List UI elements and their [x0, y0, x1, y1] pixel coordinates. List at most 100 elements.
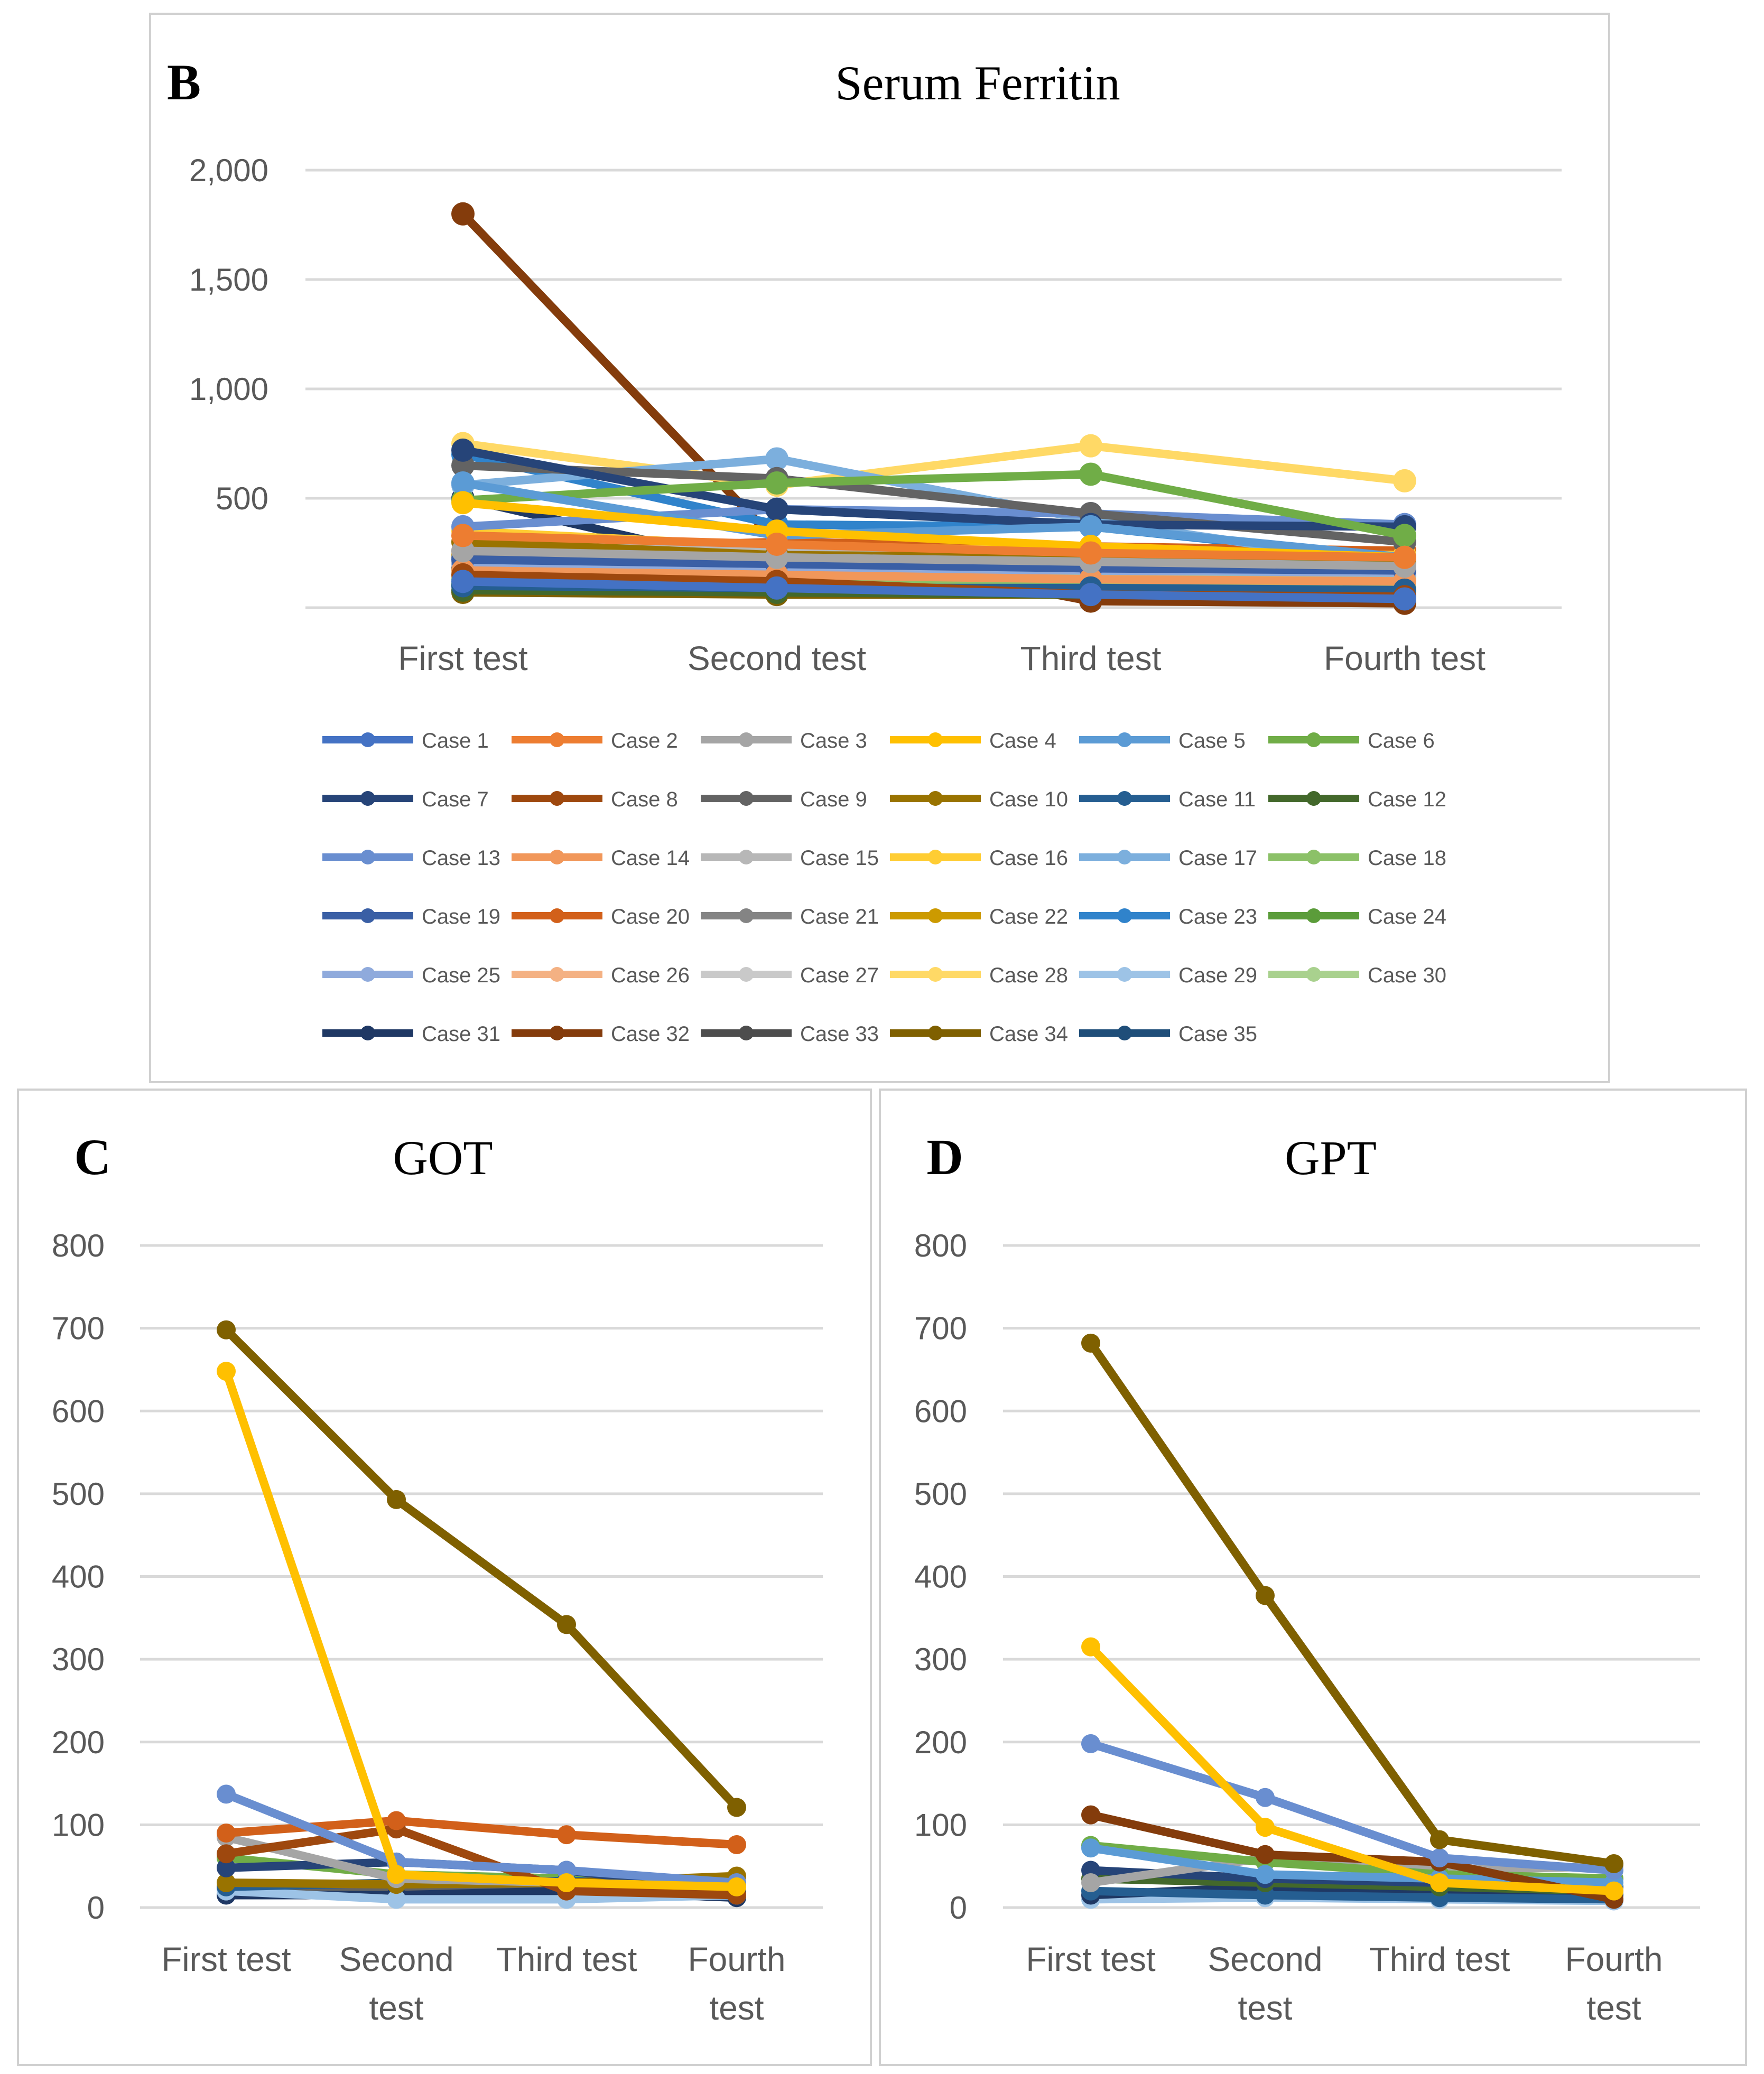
- data-point: [1256, 1865, 1275, 1884]
- legend-label: Case 21: [800, 905, 879, 928]
- legend-label: Case 18: [1368, 847, 1446, 870]
- series-line: [222, 1825, 741, 1900]
- legend-item: Case 4: [890, 729, 1056, 752]
- legend-label: Case 6: [1368, 729, 1435, 752]
- data-point: [451, 438, 475, 462]
- legend-swatch-marker: [1306, 791, 1321, 806]
- legend-swatch-marker: [739, 1026, 754, 1040]
- y-tick-label: 1,500: [189, 262, 268, 297]
- y-tick-label: 200: [914, 1725, 967, 1760]
- data-point: [1256, 1788, 1275, 1807]
- legend-swatch-marker: [1117, 732, 1132, 747]
- data-point: [217, 1873, 236, 1893]
- legend-label: Case 30: [1368, 964, 1446, 987]
- x-tick-label: First test: [161, 1940, 291, 1978]
- legend-label: Case 33: [800, 1022, 879, 1046]
- y-tick-label: 700: [52, 1311, 105, 1346]
- data-point: [387, 1865, 406, 1884]
- data-point: [1256, 1818, 1275, 1837]
- panel-letter: D: [926, 1129, 963, 1185]
- data-point: [451, 491, 475, 515]
- x-tick-label: Fourth: [1565, 1940, 1663, 1978]
- legend-item: Case 24: [1268, 905, 1446, 928]
- legend-swatch-marker: [1117, 1026, 1132, 1040]
- legend-item: Case 22: [890, 905, 1068, 928]
- legend-item: Case 14: [512, 847, 690, 870]
- series-line: [459, 555, 1409, 575]
- data-point: [765, 447, 788, 471]
- data-point: [451, 524, 475, 547]
- panel-letter: B: [167, 54, 201, 110]
- y-tick-label: 100: [52, 1807, 105, 1843]
- y-tick-label: 600: [914, 1393, 967, 1429]
- legend-label: Case 29: [1178, 964, 1257, 987]
- legend-label: Case 22: [989, 905, 1068, 928]
- legend-label: Case 32: [611, 1022, 690, 1046]
- series-line: [459, 566, 1409, 586]
- legend-label: Case 34: [989, 1022, 1068, 1046]
- legend-item: Case 7: [322, 788, 489, 811]
- legend-label: Case 5: [1178, 729, 1246, 752]
- legend-label: Case 13: [422, 847, 500, 870]
- legend-swatch-marker: [739, 850, 754, 864]
- legend-label: Case 11: [1178, 788, 1256, 811]
- data-point: [765, 576, 788, 600]
- legend-item: Case 16: [890, 847, 1068, 870]
- data-point: [451, 471, 475, 495]
- y-tick-label: 500: [216, 481, 268, 516]
- series-2: [1081, 1637, 1623, 1901]
- legend-item: Case 21: [701, 905, 879, 928]
- legend-swatch-marker: [1306, 732, 1321, 747]
- data-point: [1256, 1586, 1275, 1605]
- legend-swatch-marker: [928, 967, 943, 982]
- legend-label: Case 19: [422, 905, 500, 928]
- legend-label: Case 15: [800, 847, 879, 870]
- legend-item: Case 28: [890, 964, 1068, 987]
- data-point: [557, 1615, 576, 1634]
- legend-label: Case 23: [1178, 905, 1257, 928]
- data-point: [727, 1835, 746, 1854]
- y-tick-label: 0: [87, 1890, 105, 1926]
- data-point: [727, 1798, 746, 1817]
- series-line: [459, 439, 1409, 490]
- x-tick-label: Second: [339, 1940, 453, 1978]
- x-tick-label: First test: [398, 639, 528, 677]
- legend-item: Case 32: [512, 1022, 690, 1046]
- legend-swatch-marker: [360, 850, 375, 864]
- legend-swatch-marker: [928, 1026, 943, 1040]
- series-line: [459, 577, 1409, 603]
- x-tick-label: Third test: [496, 1940, 637, 1978]
- legend-item: Case 25: [322, 964, 500, 987]
- legend-item: Case 10: [890, 788, 1068, 811]
- legend-swatch-marker: [739, 732, 754, 747]
- data-point: [1604, 1854, 1623, 1873]
- legend-swatch-marker: [1117, 850, 1132, 864]
- x-tick-label: test: [369, 1989, 423, 2027]
- chart-title: Serum Ferritin: [835, 56, 1120, 110]
- chart-b: B Serum Ferritin 2,000 1,500 1,000 500 First t…: [167, 54, 1562, 1046]
- legend-label: Case 26: [611, 964, 690, 987]
- legend-swatch-marker: [1117, 791, 1132, 806]
- y-tick-label: 300: [52, 1642, 105, 1677]
- legend-item: Case 3: [701, 729, 867, 752]
- data-point: [557, 1825, 576, 1845]
- legend-label: Case 31: [422, 1022, 500, 1046]
- series-line: [459, 470, 1409, 540]
- data-point: [1081, 1333, 1100, 1353]
- data-point: [1079, 541, 1102, 565]
- data-point: [451, 202, 475, 226]
- data-point: [1256, 1845, 1275, 1864]
- legend-label: Case 16: [989, 847, 1068, 870]
- chart-title: GPT: [1285, 1131, 1377, 1185]
- legend-label: Case 14: [611, 847, 690, 870]
- legend-swatch-marker: [928, 908, 943, 923]
- legend-swatch-marker: [739, 791, 754, 806]
- x-tick-label: Second test: [688, 639, 866, 677]
- data-point: [1081, 1637, 1100, 1657]
- series-line: [459, 479, 1409, 562]
- y-tick-label: 2,000: [189, 153, 268, 188]
- y-tick-label: 200: [52, 1725, 105, 1760]
- legend-label: Case 20: [611, 905, 690, 928]
- data-point: [1604, 1881, 1623, 1901]
- series-2: [451, 524, 1416, 569]
